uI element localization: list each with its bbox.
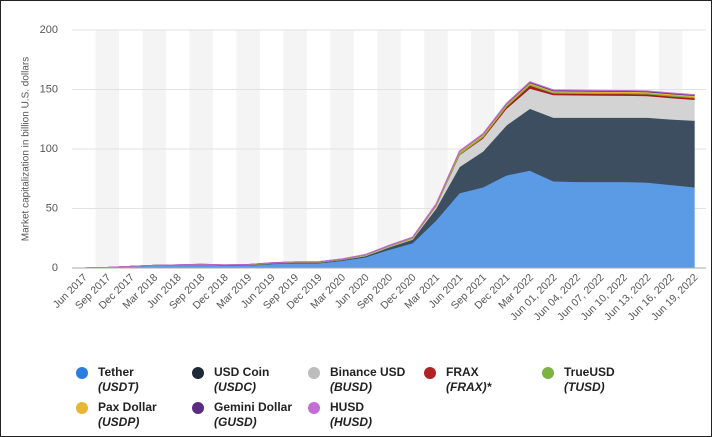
legend-marker: [192, 367, 204, 379]
legend-ticker: (HUSD): [330, 415, 372, 429]
legend-ticker: (USDC): [214, 380, 256, 394]
legend-label: USD Coin: [214, 365, 269, 379]
legend-ticker: (USDP): [98, 415, 139, 429]
legend-label: Binance USD: [330, 365, 406, 379]
legend-label: Tether: [98, 365, 134, 379]
legend-label: HUSD: [330, 400, 364, 414]
legend-marker: [424, 367, 436, 379]
y-tick-label: 150: [40, 83, 58, 95]
y-tick-label: 0: [52, 262, 58, 274]
legend-marker: [76, 367, 88, 379]
legend-ticker: (GUSD): [214, 415, 257, 429]
y-tick-label: 100: [40, 143, 58, 155]
legend-ticker: (FRAX)*: [446, 380, 493, 394]
area: [83, 81, 695, 269]
legend-marker: [76, 402, 88, 414]
legend-ticker: (TUSD): [564, 380, 605, 394]
legend-label: Gemini Dollar: [214, 400, 292, 414]
y-tick-label: 200: [40, 24, 58, 36]
legend-ticker: (BUSD): [330, 380, 372, 394]
legend-marker: [192, 402, 204, 414]
legend-label: FRAX: [446, 365, 479, 379]
legend-marker: [308, 402, 320, 414]
y-axis-label: Market capitalization in billion U.S. do…: [21, 57, 32, 242]
legend-ticker: (USDT): [98, 380, 139, 394]
legend-label: TrueUSD: [564, 365, 615, 379]
legend-marker: [308, 367, 320, 379]
y-tick-label: 50: [46, 202, 58, 214]
legend-marker: [542, 367, 554, 379]
legend-label: Pax Dollar: [98, 400, 157, 414]
